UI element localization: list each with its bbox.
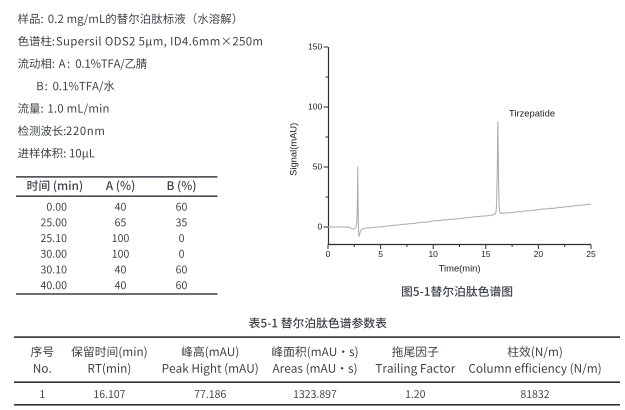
svg-text:15: 15 bbox=[481, 249, 491, 259]
svg-text:150: 150 bbox=[308, 42, 322, 52]
svg-text:0: 0 bbox=[326, 249, 331, 259]
svg-text:Tirzepatide: Tirzepatide bbox=[509, 108, 555, 119]
svg-text:25: 25 bbox=[586, 249, 596, 259]
svg-text:100: 100 bbox=[308, 102, 322, 112]
svg-text:10: 10 bbox=[428, 249, 438, 259]
svg-text:20: 20 bbox=[534, 249, 544, 259]
svg-text:5: 5 bbox=[378, 249, 383, 259]
svg-text:0: 0 bbox=[317, 222, 322, 232]
svg-text:50: 50 bbox=[313, 162, 323, 172]
svg-text:Time(min): Time(min) bbox=[439, 262, 481, 273]
svg-text:Signal(mAU): Signal(mAU) bbox=[287, 123, 298, 176]
